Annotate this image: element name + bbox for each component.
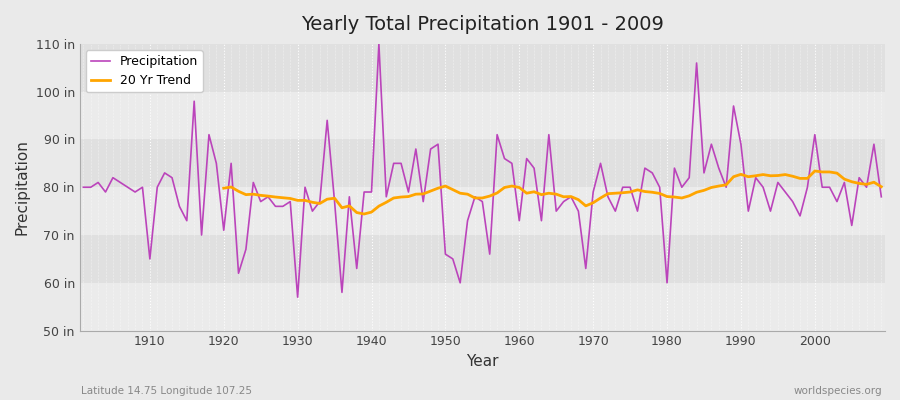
Precipitation bbox=[528, 166, 539, 170]
Title: Yearly Total Precipitation 1901 - 2009: Yearly Total Precipitation 1901 - 2009 bbox=[301, 15, 664, 34]
Bar bbox=[80, 92, 885, 140]
20 Yr Trend bbox=[772, 173, 783, 178]
Bar bbox=[80, 44, 885, 92]
Precipitation bbox=[78, 185, 89, 190]
Legend: Precipitation, 20 Yr Trend: Precipitation, 20 Yr Trend bbox=[86, 50, 202, 92]
Y-axis label: Precipitation: Precipitation bbox=[15, 139, 30, 235]
Precipitation bbox=[374, 42, 384, 46]
20 Yr Trend bbox=[809, 168, 820, 173]
20 Yr Trend bbox=[788, 174, 798, 179]
20 Yr Trend bbox=[861, 182, 872, 187]
20 Yr Trend bbox=[219, 186, 230, 190]
Precipitation bbox=[351, 266, 362, 271]
Bar bbox=[80, 187, 885, 235]
20 Yr Trend bbox=[307, 200, 318, 205]
Bar bbox=[80, 283, 885, 330]
Precipitation bbox=[137, 185, 148, 190]
Precipitation bbox=[876, 194, 886, 199]
Text: worldspecies.org: worldspecies.org bbox=[794, 386, 882, 396]
Precipitation bbox=[292, 295, 303, 300]
Text: Latitude 14.75 Longitude 107.25: Latitude 14.75 Longitude 107.25 bbox=[81, 386, 252, 396]
Precipitation bbox=[307, 209, 318, 214]
20 Yr Trend bbox=[425, 189, 436, 194]
X-axis label: Year: Year bbox=[466, 354, 499, 369]
Bar bbox=[80, 235, 885, 283]
Precipitation bbox=[617, 185, 628, 190]
20 Yr Trend bbox=[684, 194, 695, 198]
Line: 20 Yr Trend: 20 Yr Trend bbox=[224, 171, 881, 214]
20 Yr Trend bbox=[359, 212, 370, 216]
20 Yr Trend bbox=[876, 184, 886, 189]
Precipitation bbox=[521, 156, 532, 161]
Bar bbox=[80, 140, 885, 187]
Line: Precipitation: Precipitation bbox=[84, 44, 881, 297]
